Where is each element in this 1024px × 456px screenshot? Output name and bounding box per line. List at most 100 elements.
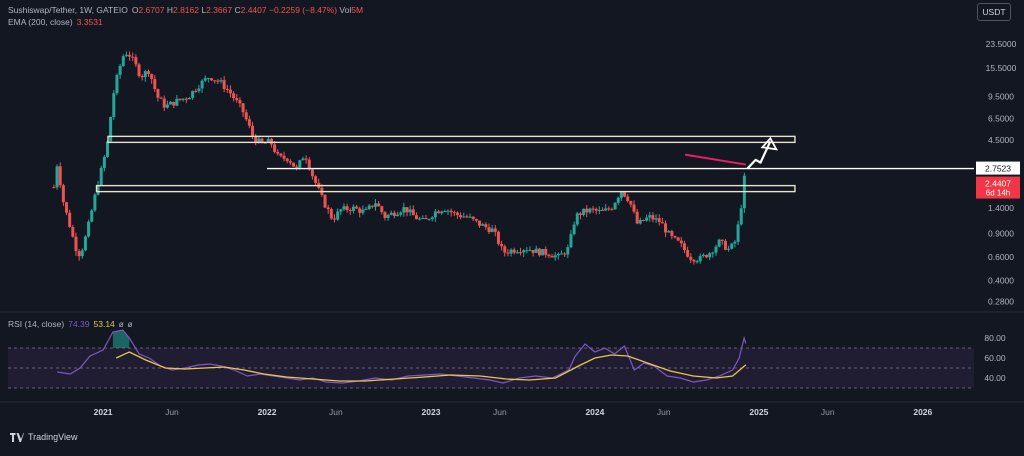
candle-body <box>200 80 204 89</box>
candle-body <box>124 54 128 57</box>
ohlc-value: 2.4407 <box>240 5 269 15</box>
candle-body <box>654 218 658 220</box>
candle-body <box>87 221 91 237</box>
candle-body <box>307 159 311 170</box>
candle-body <box>512 249 516 253</box>
time-tick-label: Jun <box>493 407 507 417</box>
candle-body <box>336 211 340 220</box>
candle-body <box>396 214 400 217</box>
candle-body <box>197 88 201 91</box>
last-price-tag <box>976 176 1020 199</box>
candle-body <box>481 224 485 226</box>
ohlc-values: O2.6707 H2.8162 L2.3667 C2.4407 −0.2259 … <box>132 5 363 15</box>
candle-body <box>80 250 84 257</box>
candle-body <box>285 158 289 162</box>
rsi-ma-value: 53.14 <box>93 319 115 329</box>
ema-value: 3.3531 <box>76 17 103 27</box>
time-tick-label: Jun <box>165 407 179 417</box>
rsi-tick-label: 40.00 <box>984 373 1006 383</box>
candle-body <box>736 224 740 242</box>
candle-body <box>553 255 557 258</box>
candle-body <box>77 251 81 257</box>
candle-body <box>730 243 734 249</box>
candle-body <box>408 209 412 213</box>
candle-body <box>140 75 144 78</box>
candle-body <box>462 216 466 218</box>
candle-body <box>664 223 668 233</box>
tradingview-brand[interactable]: TradingView <box>10 432 78 442</box>
candle-body <box>585 208 589 213</box>
candle-body <box>519 252 523 254</box>
candle-body <box>723 240 727 250</box>
candle-body <box>487 227 491 232</box>
rsi-tick-label: 80.00 <box>984 333 1006 343</box>
candle-body <box>55 166 59 188</box>
candle-body <box>626 196 630 202</box>
candle-body <box>733 241 737 244</box>
candle-body <box>282 155 286 159</box>
candle-body <box>427 219 431 221</box>
candle-body <box>191 90 195 98</box>
candle-body <box>232 93 236 99</box>
candle-body <box>257 138 261 144</box>
candle-body <box>613 202 617 210</box>
candle-body <box>610 209 614 211</box>
candle-body <box>165 104 169 108</box>
candle-body <box>254 135 258 144</box>
candle-body <box>112 93 116 117</box>
candle-body <box>184 98 188 100</box>
candle-body <box>572 224 576 235</box>
ohlc-key: O <box>131 5 139 15</box>
candle-body <box>471 216 475 219</box>
candle-body <box>714 246 718 253</box>
candle-body <box>96 185 100 195</box>
candle-body <box>534 248 538 253</box>
resistance-zone-box <box>95 184 796 193</box>
candle-body <box>153 79 157 90</box>
candle-body <box>468 216 472 218</box>
candle-body <box>455 212 459 216</box>
price-tick-label: 15.5000 <box>986 63 1017 73</box>
candle-body <box>632 204 636 212</box>
candle-body <box>414 215 418 220</box>
candle-body <box>361 209 365 213</box>
projection-arrow <box>746 140 772 170</box>
candle-body <box>71 227 75 237</box>
candle-body <box>720 239 724 241</box>
ohlc-value: 2.3667 <box>206 5 235 15</box>
candle-body <box>115 75 119 94</box>
ohlc-key: C <box>234 5 241 15</box>
candle-body <box>670 231 674 237</box>
ohlc-value: 2.6707 <box>138 5 167 15</box>
time-tick-label: 2023 <box>422 407 441 417</box>
candle-body <box>273 144 277 152</box>
candle-body <box>550 256 554 258</box>
tradingview-logo-icon <box>10 432 24 442</box>
candle-body <box>260 138 264 143</box>
candle-body <box>392 212 396 217</box>
candle-body <box>213 80 217 82</box>
candle-body <box>131 56 135 58</box>
price-tick-label: 4.5000 <box>988 135 1014 145</box>
candle-body <box>421 217 425 219</box>
candle-body <box>560 253 564 255</box>
candle-body <box>323 194 327 208</box>
candle-body <box>575 213 579 225</box>
candle-body <box>673 236 677 238</box>
price-tick-label: 0.4000 <box>988 276 1014 286</box>
currency-button[interactable]: USDT <box>977 3 1011 21</box>
candle-body <box>648 215 652 218</box>
bar-countdown-label: 6d 14h <box>986 189 1010 198</box>
candle-body <box>478 220 482 226</box>
candle-body <box>238 100 242 104</box>
ohlc-value: 2.8162 <box>172 5 202 15</box>
candle-body <box>83 236 87 251</box>
candle-body <box>137 64 141 76</box>
candle-body <box>686 250 690 257</box>
time-tick-label: 2025 <box>749 407 768 417</box>
candle-body <box>503 246 507 253</box>
candle-body <box>203 78 207 81</box>
ohlc-key: H <box>166 5 173 15</box>
